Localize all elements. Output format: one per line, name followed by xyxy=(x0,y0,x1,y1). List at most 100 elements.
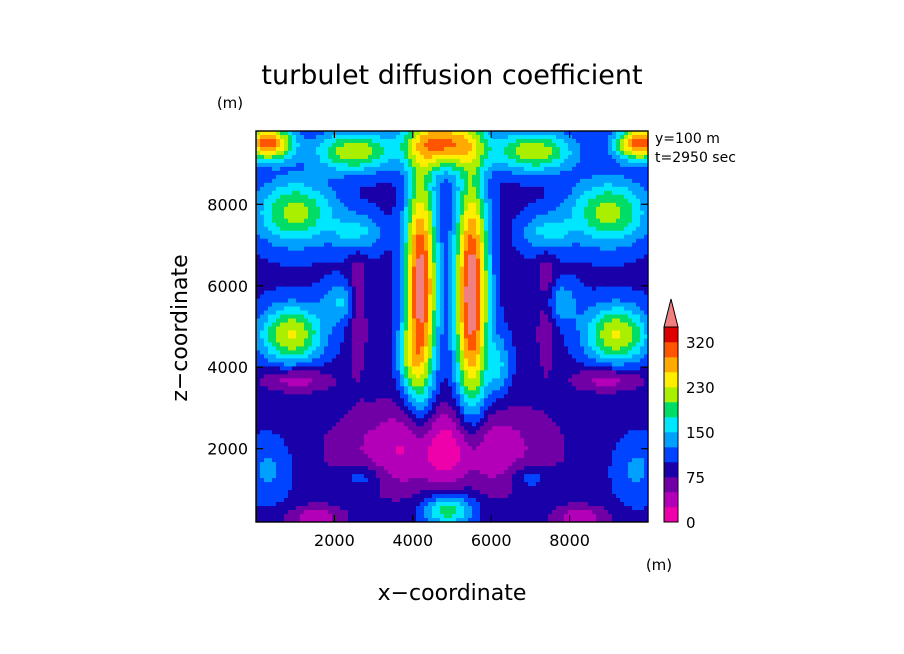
contour-cell xyxy=(644,146,648,152)
contour-cell xyxy=(484,238,489,244)
contour-cell xyxy=(320,214,325,220)
contour-cell xyxy=(276,262,281,268)
contour-cell xyxy=(600,326,605,332)
contour-cell xyxy=(412,174,417,180)
contour-cell xyxy=(632,282,637,288)
contour-cell xyxy=(320,202,325,208)
contour-cell xyxy=(540,142,545,148)
contour-cell xyxy=(360,134,365,140)
contour-cell xyxy=(512,186,517,192)
contour-cell xyxy=(640,182,645,188)
contour-cell xyxy=(344,150,349,156)
contour-cell xyxy=(264,266,269,272)
contour-cell xyxy=(368,146,373,152)
contour-cell xyxy=(556,314,561,320)
contour-cell xyxy=(284,154,289,160)
contour-cell xyxy=(300,266,305,272)
contour-cell xyxy=(336,150,341,156)
contour-cell xyxy=(616,286,621,292)
contour-cell xyxy=(312,162,317,168)
contour-cell xyxy=(264,302,269,308)
contour-cell xyxy=(388,194,393,200)
contour-cell xyxy=(492,270,497,276)
contour-cell xyxy=(284,134,289,140)
contour-cell xyxy=(276,298,281,304)
contour-cell xyxy=(580,202,585,208)
contour-cell xyxy=(336,262,341,268)
contour-cell xyxy=(512,222,517,228)
contour-cell xyxy=(508,250,513,256)
contour-cell xyxy=(356,274,361,280)
contour-cell xyxy=(416,146,421,152)
contour-cell xyxy=(644,162,648,168)
contour-cell xyxy=(392,194,397,200)
contour-cell xyxy=(464,222,469,228)
contour-cell xyxy=(560,206,565,212)
contour-cell xyxy=(604,230,609,236)
contour-cell xyxy=(368,138,373,144)
contour-cell xyxy=(288,150,293,156)
contour-cell xyxy=(476,158,481,164)
contour-cell xyxy=(368,202,373,208)
contour-cell xyxy=(292,282,297,288)
contour-cell xyxy=(460,190,465,196)
contour-cell xyxy=(504,150,509,156)
contour-cell xyxy=(488,198,493,204)
contour-cell xyxy=(544,158,549,164)
contour-cell xyxy=(448,190,453,196)
contour-cell xyxy=(404,154,409,160)
contour-cell xyxy=(300,298,305,304)
contour-cell xyxy=(296,298,301,304)
contour-cell xyxy=(572,218,577,224)
contour-cell xyxy=(520,250,525,256)
contour-cell xyxy=(376,266,381,272)
contour-cell xyxy=(444,222,449,228)
contour-cell xyxy=(636,170,641,176)
contour-cell xyxy=(336,258,341,264)
contour-cell xyxy=(428,150,433,156)
contour-cell xyxy=(596,158,601,164)
contour-cell xyxy=(604,146,609,152)
contour-cell xyxy=(372,138,377,144)
contour-cell xyxy=(288,134,293,140)
contour-cell xyxy=(268,190,273,196)
y-unit-label: (m) xyxy=(217,94,243,112)
contour-cell xyxy=(584,286,589,292)
contour-cell xyxy=(596,266,601,272)
contour-cell xyxy=(564,198,569,204)
contour-cell xyxy=(548,254,553,260)
contour-cell xyxy=(396,150,401,156)
contour-cell xyxy=(632,258,637,264)
contour-cell xyxy=(416,174,421,180)
contour-cell xyxy=(264,326,269,332)
contour-cell xyxy=(484,202,489,208)
contour-cell xyxy=(468,262,473,268)
contour-cell xyxy=(472,282,477,288)
contour-cell xyxy=(616,170,621,176)
contour-cell xyxy=(508,178,513,184)
contour-cell xyxy=(588,206,593,212)
contour-cell xyxy=(288,138,293,144)
contour-cell xyxy=(256,214,261,220)
contour-cell xyxy=(348,206,353,212)
contour-cell xyxy=(616,138,621,144)
contour-cell xyxy=(544,274,549,280)
contour-cell xyxy=(428,222,433,228)
contour-cell xyxy=(456,134,461,140)
contour-cell xyxy=(472,254,477,260)
contour-cell xyxy=(628,226,633,232)
contour-cell xyxy=(404,310,409,316)
contour-cell xyxy=(472,294,477,300)
contour-cell xyxy=(564,150,569,156)
contour-cell xyxy=(288,226,293,232)
contour-cell xyxy=(452,214,457,220)
contour-cell xyxy=(364,210,369,216)
contour-cell xyxy=(308,134,313,140)
contour-cell xyxy=(596,194,601,200)
contour-cell xyxy=(264,202,269,208)
contour-cell xyxy=(520,190,525,196)
contour-cell xyxy=(324,290,329,296)
contour-cell xyxy=(396,278,401,284)
contour-cell xyxy=(392,322,397,328)
contour-cell xyxy=(540,150,545,156)
